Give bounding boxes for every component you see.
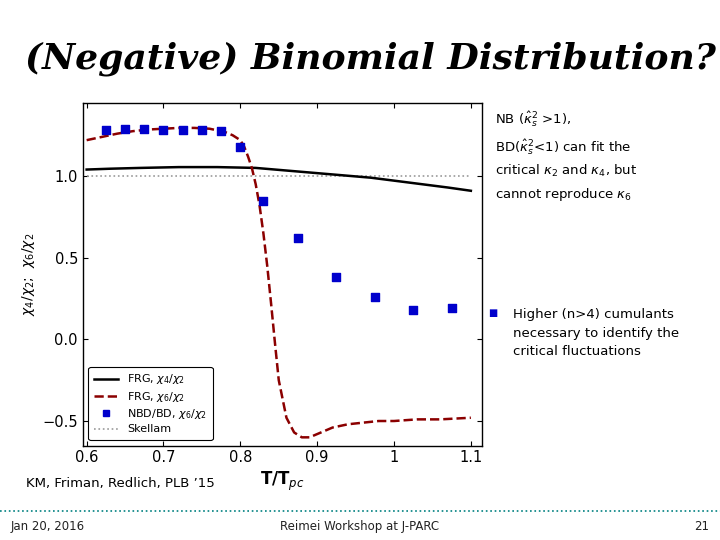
NBD/BD, $\chi_6/\chi_2$: [258, 196, 269, 205]
NBD/BD, $\chi_6/\chi_2$: [330, 273, 342, 282]
NBD/BD, $\chi_6/\chi_2$: [158, 125, 169, 134]
NBD/BD, $\chi_6/\chi_2$: [138, 124, 150, 133]
Text: (Negative) Binomial Distribution?: (Negative) Binomial Distribution?: [25, 41, 716, 76]
FRG, $\chi_6/\chi_2$: [359, 420, 368, 426]
Line: FRG, $\chi_4/\chi_2$: FRG, $\chi_4/\chi_2$: [86, 167, 471, 191]
FRG, $\chi_6/\chi_2$: [248, 165, 256, 171]
FRG, $\chi_6/\chi_2$: [313, 431, 322, 437]
FRG, $\chi_6/\chi_2$: [251, 181, 260, 187]
FRG, $\chi_6/\chi_2$: [255, 202, 264, 208]
FRG, $\chi_4/\chi_2$: [405, 179, 414, 186]
Text: NB ($\hat{\kappa}_{s}^{2}$ >1),
BD($\hat{\kappa}_{s}^{2}$<1) can fit the
critica: NB ($\hat{\kappa}_{s}^{2}$ >1), BD($\hat…: [495, 110, 637, 203]
Legend: FRG, $\chi_4/\chi_2$, FRG, $\chi_6/\chi_2$, NBD/BD, $\chi_6/\chi_2$, Skellam: FRG, $\chi_4/\chi_2$, FRG, $\chi_6/\chi_…: [89, 367, 212, 440]
FRG, $\chi_6/\chi_2$: [271, 339, 279, 346]
Text: ■: ■: [488, 308, 498, 319]
FRG, $\chi_6/\chi_2$: [236, 137, 245, 144]
Text: Reimei Workshop at J-PARC: Reimei Workshop at J-PARC: [280, 521, 440, 534]
FRG, $\chi_4/\chi_2$: [366, 174, 375, 181]
FRG, $\chi_4/\chi_2$: [467, 187, 475, 194]
FRG, $\chi_6/\chi_2$: [374, 418, 383, 424]
FRG, $\chi_6/\chi_2$: [220, 129, 229, 135]
NBD/BD, $\chi_6/\chi_2$: [196, 126, 207, 134]
FRG, $\chi_4/\chi_2$: [290, 168, 299, 174]
Y-axis label: $\chi_4/\chi_2$;  $\chi_6/\chi_2$: $\chi_4/\chi_2$; $\chi_6/\chi_2$: [19, 232, 37, 316]
FRG, $\chi_4/\chi_2$: [251, 165, 260, 171]
FRG, $\chi_6/\chi_2$: [274, 377, 283, 383]
FRG, $\chi_6/\chi_2$: [297, 434, 306, 441]
NBD/BD, $\chi_6/\chi_2$: [235, 143, 246, 151]
Line: FRG, $\chi_6/\chi_2$: FRG, $\chi_6/\chi_2$: [86, 128, 471, 437]
FRG, $\chi_6/\chi_2$: [82, 137, 91, 144]
FRG, $\chi_6/\chi_2$: [259, 230, 268, 237]
NBD/BD, $\chi_6/\chi_2$: [215, 127, 227, 136]
FRG, $\chi_4/\chi_2$: [82, 166, 91, 173]
FRG, $\chi_6/\chi_2$: [205, 125, 214, 132]
FRG, $\chi_6/\chi_2$: [98, 133, 107, 140]
Text: Higher (n>4) cumulants
necessary to identify the
critical fluctuations: Higher (n>4) cumulants necessary to iden…: [513, 308, 680, 359]
FRG, $\chi_6/\chi_2$: [467, 415, 475, 421]
FRG, $\chi_6/\chi_2$: [305, 434, 314, 441]
FRG, $\chi_6/\chi_2$: [228, 132, 237, 138]
NBD/BD, $\chi_6/\chi_2$: [177, 125, 189, 134]
FRG, $\chi_6/\chi_2$: [240, 144, 248, 150]
FRG, $\chi_6/\chi_2$: [113, 130, 122, 137]
FRG, $\chi_4/\chi_2$: [213, 164, 222, 170]
FRG, $\chi_6/\chi_2$: [159, 125, 168, 132]
Text: 21: 21: [694, 521, 709, 534]
NBD/BD, $\chi_6/\chi_2$: [292, 234, 304, 242]
Text: KM, Friman, Redlich, PLB ’15: KM, Friman, Redlich, PLB ’15: [26, 476, 215, 490]
FRG, $\chi_4/\chi_2$: [136, 165, 145, 171]
NBD/BD, $\chi_6/\chi_2$: [369, 293, 381, 301]
FRG, $\chi_6/\chi_2$: [390, 418, 398, 424]
FRG, $\chi_6/\chi_2$: [243, 153, 252, 160]
FRG, $\chi_6/\chi_2$: [436, 416, 444, 423]
FRG, $\chi_6/\chi_2$: [413, 416, 421, 423]
FRG, $\chi_6/\chi_2$: [174, 125, 183, 131]
FRG, $\chi_4/\chi_2$: [328, 171, 337, 178]
FRG, $\chi_6/\chi_2$: [190, 125, 199, 131]
FRG, $\chi_6/\chi_2$: [263, 262, 271, 269]
FRG, $\chi_6/\chi_2$: [282, 415, 291, 421]
NBD/BD, $\chi_6/\chi_2$: [446, 304, 457, 313]
NBD/BD, $\chi_6/\chi_2$: [100, 126, 112, 134]
NBD/BD, $\chi_6/\chi_2$: [120, 124, 131, 133]
FRG, $\chi_4/\chi_2$: [444, 184, 452, 191]
X-axis label: T/T$_{pc}$: T/T$_{pc}$: [261, 469, 305, 492]
FRG, $\chi_6/\chi_2$: [328, 424, 337, 431]
Text: Jan 20, 2016: Jan 20, 2016: [11, 521, 85, 534]
FRG, $\chi_4/\chi_2$: [174, 164, 183, 170]
FRG, $\chi_4/\chi_2$: [105, 165, 114, 172]
FRG, $\chi_6/\chi_2$: [290, 429, 299, 436]
FRG, $\chi_6/\chi_2$: [266, 300, 275, 307]
FRG, $\chi_6/\chi_2$: [144, 126, 153, 133]
FRG, $\chi_6/\chi_2$: [343, 421, 352, 428]
FRG, $\chi_6/\chi_2$: [128, 128, 137, 134]
Text: Kenji Morita (YITP, Kyoto): Kenji Morita (YITP, Kyoto): [11, 10, 222, 25]
NBD/BD, $\chi_6/\chi_2$: [408, 306, 419, 314]
